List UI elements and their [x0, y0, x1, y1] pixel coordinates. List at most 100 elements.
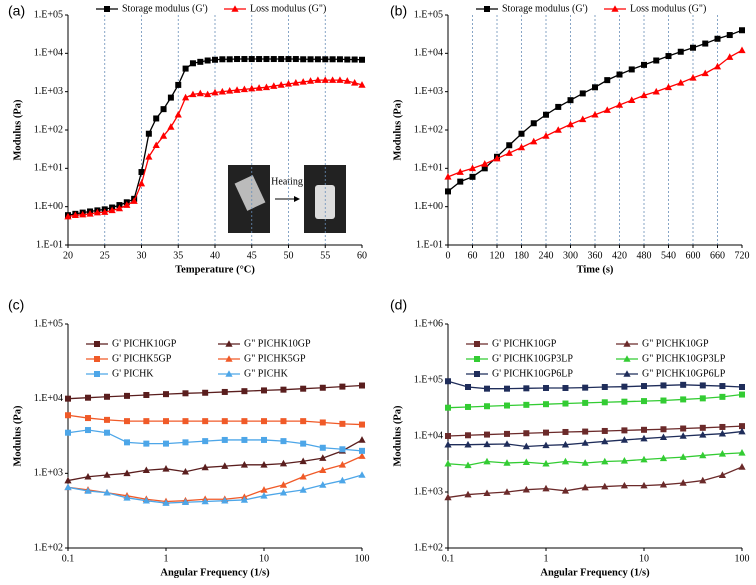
marker	[503, 459, 511, 466]
marker	[153, 115, 160, 122]
marker	[219, 56, 226, 63]
x-tick-label: 420	[612, 250, 627, 261]
marker	[465, 403, 472, 410]
marker	[260, 486, 268, 493]
marker	[299, 457, 307, 465]
marker	[261, 418, 267, 425]
marker	[226, 56, 233, 63]
marker	[130, 197, 138, 204]
marker	[468, 164, 477, 172]
marker	[621, 427, 628, 434]
marker	[483, 385, 490, 392]
x-tick-label: 60	[468, 250, 478, 261]
series-line	[67, 429, 363, 452]
panel: (a) 1.E-01 1.E+00 1.E+01 1.E+02 1.E+03 1.E+04 1…	[8, 3, 367, 276]
marker	[300, 385, 307, 392]
legend-label: G' PICHK	[112, 368, 154, 379]
marker	[579, 115, 587, 123]
panel-label: (b)	[390, 3, 407, 19]
marker	[601, 427, 608, 434]
marker	[699, 382, 706, 389]
marker	[226, 87, 234, 94]
marker	[566, 120, 575, 128]
marker	[739, 383, 745, 390]
marker	[145, 130, 152, 137]
marker	[543, 384, 549, 391]
marker	[319, 466, 327, 474]
marker	[152, 141, 160, 149]
marker	[718, 450, 727, 457]
y-axis-title: Modulus (Pa)	[12, 99, 23, 160]
marker	[241, 418, 248, 425]
legend-label: Storage modulus (G')	[122, 3, 208, 14]
marker	[523, 430, 530, 437]
marker	[212, 56, 218, 63]
marker	[591, 110, 599, 118]
panel: (b) 1.E-01 1.E+00 1.E+01 1.E+02 1.E+03 1.E+04 1…	[390, 3, 750, 276]
marker	[522, 458, 530, 466]
x-tick-label: 55	[320, 250, 330, 261]
marker	[351, 79, 359, 86]
marker	[503, 440, 511, 447]
marker	[285, 56, 292, 63]
marker	[483, 457, 491, 465]
legend-marker	[474, 371, 480, 377]
marker	[124, 439, 131, 446]
y-tick-label: 1.E+05	[414, 9, 443, 20]
x-tick-label: 360	[588, 250, 603, 261]
marker	[718, 429, 727, 437]
marker	[256, 56, 263, 63]
marker	[65, 395, 71, 402]
marker	[182, 390, 189, 397]
marker	[336, 56, 343, 63]
marker	[679, 432, 687, 439]
y-axis-title: Modulus (Pa)	[392, 405, 403, 466]
marker	[664, 83, 673, 91]
marker	[358, 452, 366, 459]
marker	[339, 383, 346, 390]
x-tick-label: 45	[247, 250, 257, 261]
marker	[182, 65, 189, 72]
marker	[292, 56, 299, 63]
marker	[518, 130, 525, 137]
marker	[197, 58, 204, 65]
x-tick-label: 60	[357, 250, 367, 261]
marker	[620, 481, 629, 489]
marker	[167, 123, 175, 130]
marker	[689, 74, 697, 81]
marker	[739, 423, 745, 430]
marker	[299, 486, 307, 493]
series-line	[447, 393, 743, 409]
marker	[713, 62, 722, 70]
marker	[292, 79, 300, 86]
marker	[201, 463, 209, 471]
marker	[270, 82, 278, 89]
x-tick-label: 1	[544, 553, 549, 564]
x-axis-title: Time (s)	[577, 264, 614, 275]
marker	[660, 382, 667, 389]
marker	[680, 425, 687, 432]
marker	[202, 389, 209, 396]
legend-marker	[225, 340, 233, 347]
marker	[307, 56, 314, 63]
marker	[181, 498, 190, 506]
marker	[142, 466, 150, 474]
marker	[86, 210, 94, 217]
x-axis-title: Angular Frequency (1/s)	[160, 567, 270, 578]
marker	[284, 80, 293, 87]
marker	[359, 447, 365, 454]
marker	[319, 384, 326, 391]
marker	[680, 381, 687, 388]
x-tick-label: 720	[735, 250, 750, 261]
x-tick-label: 540	[661, 250, 676, 261]
marker	[601, 457, 609, 465]
series-line	[67, 439, 363, 482]
marker	[108, 206, 116, 214]
marker	[280, 438, 287, 445]
marker	[233, 86, 241, 93]
marker	[445, 378, 451, 385]
marker	[503, 488, 511, 495]
marker	[483, 403, 490, 410]
marker	[444, 459, 452, 467]
marker	[481, 165, 488, 172]
